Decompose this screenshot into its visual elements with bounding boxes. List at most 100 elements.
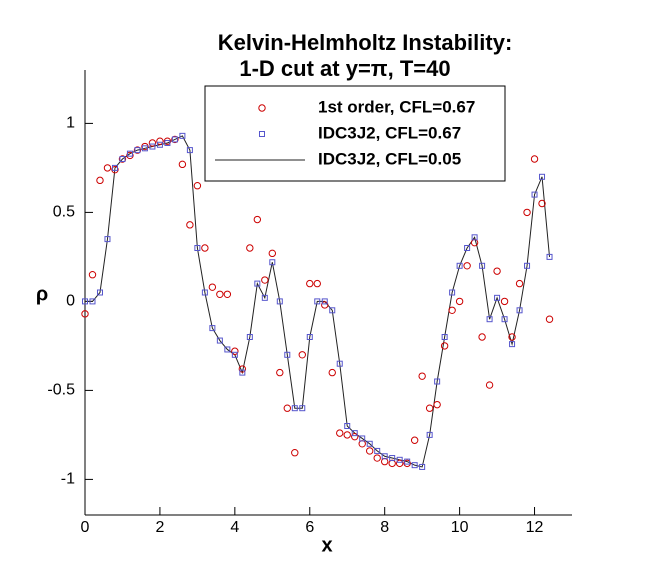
point bbox=[524, 262, 531, 269]
point bbox=[126, 150, 133, 157]
point bbox=[486, 316, 493, 323]
point bbox=[148, 139, 157, 147]
point bbox=[201, 289, 208, 296]
point bbox=[81, 310, 89, 318]
point bbox=[314, 298, 321, 305]
point bbox=[321, 301, 329, 309]
point bbox=[411, 462, 418, 469]
point bbox=[238, 365, 247, 373]
point bbox=[425, 404, 434, 412]
point bbox=[186, 221, 194, 229]
point bbox=[463, 262, 471, 270]
point bbox=[313, 279, 321, 288]
x-tick-label: 0 bbox=[81, 519, 90, 536]
point bbox=[508, 333, 516, 341]
point bbox=[403, 459, 411, 468]
point bbox=[373, 454, 381, 462]
point bbox=[321, 298, 328, 305]
y-tick-label: -1 bbox=[61, 471, 75, 488]
point bbox=[440, 342, 449, 350]
point bbox=[343, 431, 351, 439]
chart-title: 1-D cut at y=π, T=40 bbox=[239, 56, 450, 81]
x-tick-label: 8 bbox=[380, 519, 389, 536]
point bbox=[336, 360, 343, 367]
point bbox=[111, 165, 119, 174]
point bbox=[171, 136, 178, 143]
point bbox=[103, 164, 112, 172]
point bbox=[374, 447, 381, 454]
point bbox=[141, 145, 148, 152]
point bbox=[410, 436, 419, 444]
legend-box bbox=[204, 85, 506, 182]
point bbox=[366, 440, 373, 447]
point bbox=[395, 459, 404, 468]
point bbox=[283, 404, 291, 412]
x-tick-label: 6 bbox=[305, 519, 314, 536]
point bbox=[119, 156, 126, 162]
point bbox=[89, 298, 96, 305]
point bbox=[464, 245, 471, 251]
point bbox=[246, 334, 253, 340]
point bbox=[298, 351, 306, 359]
point bbox=[156, 141, 163, 148]
x-tick-label: 12 bbox=[526, 519, 544, 536]
point bbox=[149, 143, 156, 150]
point bbox=[396, 456, 403, 463]
point bbox=[493, 267, 501, 275]
point bbox=[179, 132, 186, 139]
point bbox=[254, 280, 261, 287]
point bbox=[380, 457, 389, 466]
point bbox=[291, 449, 299, 457]
y-tick-label: 0 bbox=[66, 293, 75, 310]
point bbox=[299, 405, 306, 412]
point bbox=[261, 294, 268, 301]
point bbox=[96, 176, 104, 185]
point bbox=[388, 459, 396, 468]
point bbox=[223, 290, 232, 298]
point bbox=[88, 271, 97, 279]
point bbox=[171, 135, 179, 144]
point bbox=[201, 244, 209, 252]
point bbox=[96, 289, 103, 296]
point bbox=[216, 337, 223, 344]
point bbox=[426, 431, 433, 438]
point bbox=[359, 435, 366, 442]
point bbox=[531, 191, 538, 198]
point bbox=[291, 405, 298, 412]
point bbox=[434, 378, 441, 385]
point bbox=[268, 249, 277, 258]
point bbox=[186, 147, 193, 154]
point bbox=[418, 372, 426, 380]
point bbox=[156, 137, 164, 145]
point bbox=[276, 368, 284, 377]
point bbox=[306, 279, 314, 288]
point bbox=[441, 334, 448, 340]
point bbox=[455, 297, 464, 306]
point bbox=[530, 155, 539, 163]
y-axis-label: ρ bbox=[36, 283, 48, 305]
point bbox=[164, 139, 171, 146]
point bbox=[253, 215, 262, 224]
point bbox=[516, 307, 523, 314]
point bbox=[216, 290, 224, 298]
point bbox=[133, 146, 142, 154]
point bbox=[306, 334, 313, 340]
point bbox=[104, 236, 111, 243]
point bbox=[134, 147, 141, 154]
point bbox=[224, 346, 231, 353]
point bbox=[515, 279, 524, 288]
y-tick-label: 1 bbox=[66, 115, 75, 132]
point bbox=[163, 137, 172, 145]
y-tick-label: 0.5 bbox=[53, 204, 75, 221]
point bbox=[546, 253, 553, 260]
point bbox=[329, 307, 336, 314]
point bbox=[208, 283, 217, 291]
point bbox=[246, 244, 254, 252]
point bbox=[389, 455, 396, 462]
point bbox=[509, 341, 516, 348]
legend-label: 1st order, CFL=0.67 bbox=[318, 97, 475, 116]
point bbox=[351, 432, 359, 441]
point bbox=[448, 306, 456, 314]
point bbox=[178, 160, 187, 169]
point bbox=[193, 182, 202, 190]
